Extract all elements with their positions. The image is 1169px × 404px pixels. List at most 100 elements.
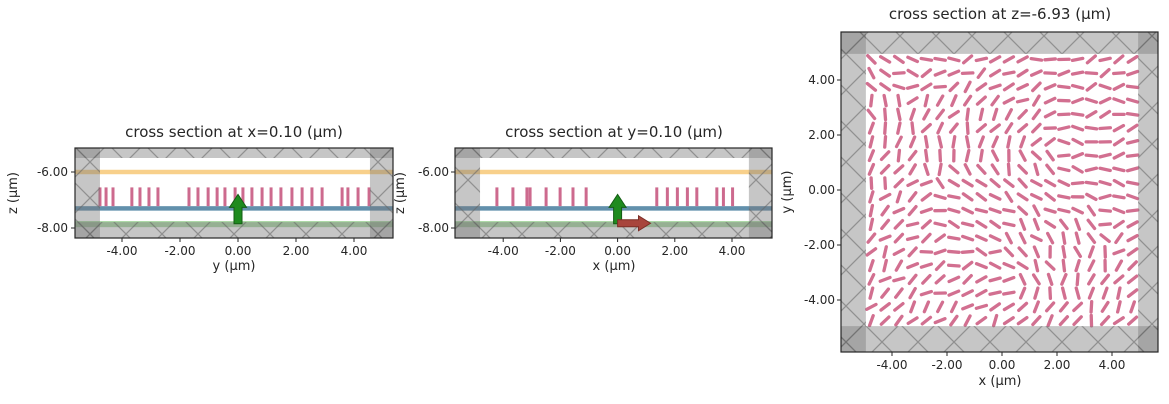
director-segment — [1002, 261, 1016, 270]
director-segment — [868, 203, 875, 218]
director-segment — [1070, 70, 1085, 76]
director-segment — [1033, 258, 1040, 273]
director-segment — [879, 82, 892, 92]
director-segment — [882, 93, 888, 108]
director-segment — [1019, 135, 1027, 149]
director-segment — [975, 82, 988, 92]
director-segment — [893, 177, 905, 189]
director-segment — [1044, 260, 1056, 271]
director-segment — [947, 178, 961, 188]
director-segment — [921, 273, 932, 285]
x-tick-label: 2.00 — [661, 244, 689, 258]
director-segment — [883, 107, 888, 122]
director-segment — [866, 232, 877, 244]
director-segment — [923, 93, 930, 108]
pml-top-hatch — [75, 148, 393, 158]
director-segment — [949, 300, 958, 314]
director-segment — [879, 163, 891, 175]
director-segment — [1018, 231, 1027, 245]
director-segment — [974, 262, 988, 270]
director-segment — [947, 194, 961, 200]
director-segment — [1098, 56, 1112, 63]
director-segment — [933, 56, 947, 62]
director-segment — [988, 83, 1002, 91]
grating-tooth — [241, 187, 245, 207]
director-segment — [1061, 231, 1067, 245]
director-segment — [1113, 274, 1125, 285]
director-segment — [960, 221, 975, 228]
director-segment — [905, 221, 920, 228]
y-tick-label: -6.00 — [36, 165, 68, 179]
director-segment — [1016, 315, 1029, 326]
grating-tooth — [528, 187, 532, 207]
director-segment — [919, 262, 933, 269]
director-segment — [1030, 179, 1043, 188]
director-segment — [1084, 180, 1099, 186]
director-segment — [963, 314, 972, 327]
director-segment — [1126, 220, 1139, 229]
director-segment — [867, 162, 876, 176]
director-segment — [1057, 166, 1071, 173]
grating-tooth — [260, 187, 264, 207]
grating-tooth — [367, 187, 371, 207]
director-segment — [1046, 272, 1054, 286]
director-segment — [1057, 138, 1071, 146]
director-segment — [1057, 125, 1071, 131]
director-segment — [1074, 286, 1081, 300]
director-segment — [1126, 69, 1140, 77]
director-segment — [960, 249, 975, 254]
director-segment — [961, 260, 974, 271]
grating-tooth — [655, 187, 659, 207]
director-segment — [908, 163, 917, 176]
director-segment — [934, 233, 946, 243]
director-segment — [936, 121, 944, 135]
y-tick-label: 0.00 — [808, 183, 835, 197]
director-segment — [1016, 55, 1029, 64]
director-segment — [1031, 122, 1042, 134]
director-segment — [978, 148, 984, 163]
director-segment — [894, 259, 904, 272]
director-segment — [1074, 258, 1081, 273]
director-segment — [1125, 153, 1140, 158]
director-segment — [990, 94, 1000, 107]
director-segment — [1098, 166, 1112, 173]
director-segment — [989, 68, 1002, 78]
director-segment — [868, 217, 875, 232]
director-segment — [989, 302, 1002, 312]
grating-tooth — [320, 187, 324, 207]
director-segment — [1048, 286, 1053, 300]
director-segment — [1074, 231, 1081, 245]
grating-tooth — [665, 187, 669, 207]
director-segment — [1002, 275, 1016, 283]
plot2-axes — [451, 147, 773, 242]
director-segment — [1016, 261, 1029, 271]
director-segment — [1085, 110, 1098, 119]
director-segment — [975, 123, 988, 134]
grating-tooth — [715, 187, 719, 207]
director-segment — [920, 192, 933, 202]
director-segment — [1087, 259, 1096, 272]
director-segment — [1086, 204, 1096, 217]
grating-tooth — [685, 187, 689, 207]
director-segment — [867, 121, 875, 135]
plot3-title: cross section at z=-6.93 (μm) — [888, 5, 1112, 23]
director-segment — [947, 235, 961, 241]
director-segment — [892, 83, 906, 91]
y-tick-label: 4.00 — [808, 73, 835, 87]
director-segment — [919, 179, 933, 187]
director-segment — [933, 69, 947, 77]
director-segment — [919, 207, 933, 214]
director-segment — [935, 108, 945, 121]
director-segment — [1029, 56, 1044, 62]
director-segment — [1030, 137, 1043, 147]
director-segment — [947, 249, 961, 254]
director-segment — [892, 71, 906, 76]
grating-tooth — [250, 187, 254, 207]
director-segment — [963, 163, 972, 176]
grating-tooth — [731, 187, 735, 207]
director-segment — [1032, 204, 1041, 217]
director-segment — [962, 273, 973, 285]
director-segment — [936, 300, 945, 314]
director-segment — [906, 316, 919, 326]
